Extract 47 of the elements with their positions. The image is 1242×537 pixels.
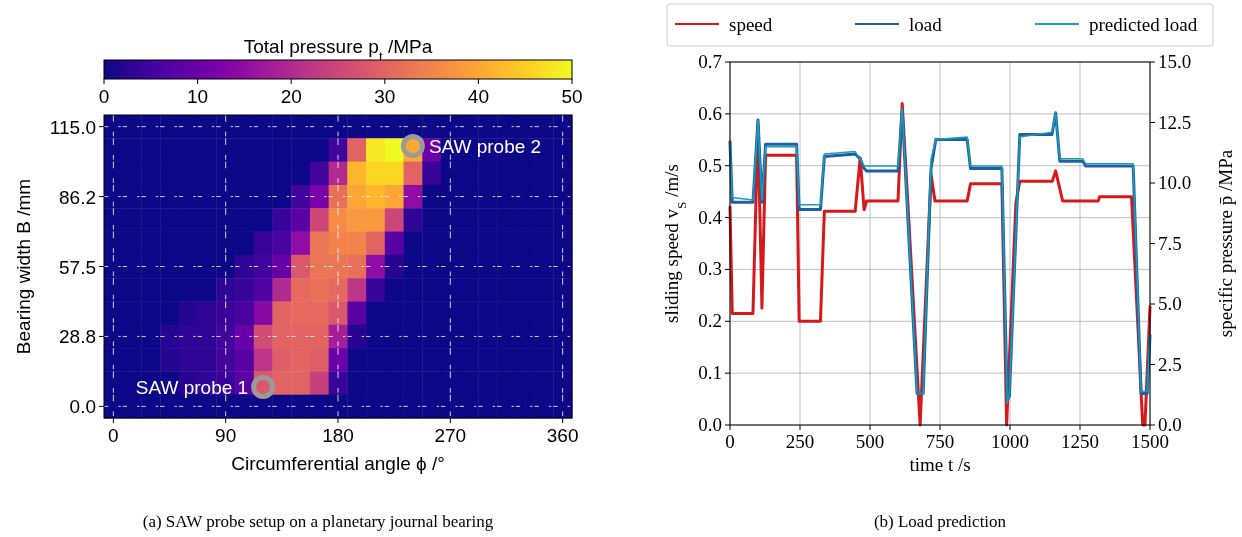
y-tick-label: 0.1 xyxy=(698,362,722,384)
color-bar-label: 40 xyxy=(467,86,489,107)
color-bar-label: 50 xyxy=(561,86,583,107)
y-tick-label: 57.5 xyxy=(59,256,96,278)
x-tick-label: 0 xyxy=(108,425,119,446)
x-tick-label: 750 xyxy=(925,431,955,452)
x-tick-label: 270 xyxy=(434,425,467,446)
color-bar-label: 30 xyxy=(374,86,396,107)
legend-label: load xyxy=(909,14,943,35)
y-tick-label: 0.7 xyxy=(698,51,722,72)
y2-tick-label: 15.0 xyxy=(1158,51,1192,72)
x-axis-title: time t /s xyxy=(909,454,971,475)
color-bar-label: 10 xyxy=(187,86,209,107)
y-tick-label: 0.0 xyxy=(698,414,722,435)
y2-tick-label: 10.0 xyxy=(1158,172,1192,193)
y-tick-label: 0.0 xyxy=(69,396,96,418)
x-tick-label: 0 xyxy=(725,431,735,452)
x-tick-label: 250 xyxy=(785,431,815,452)
color-bar-label: 0 xyxy=(98,86,110,107)
y2-tick-label: 7.5 xyxy=(1158,232,1182,254)
x-tick-label: 180 xyxy=(322,425,354,446)
annotation: SAW probe 2 xyxy=(428,136,542,157)
x-tick-label: 1250 xyxy=(1061,431,1099,452)
x-tick-label: 1000 xyxy=(991,431,1029,452)
x-tick-label: 360 xyxy=(546,425,579,446)
x-tick-label: 90 xyxy=(215,425,237,446)
y-tick-label: 115.0 xyxy=(49,116,96,138)
x-axis-title: Circumferential angle ϕ /° xyxy=(231,453,445,474)
x-tick-label: 500 xyxy=(855,431,885,452)
annotation: SAW probe 1 xyxy=(135,377,249,398)
y-tick-label: 0.2 xyxy=(698,310,722,332)
y2-axis-title: specific pressure p̄ /MPa xyxy=(1215,149,1236,338)
y2-tick-label: 5.0 xyxy=(1158,293,1182,314)
y-axis-title: Bearing width B /mm xyxy=(13,178,34,355)
text: (b) Load prediction xyxy=(873,512,1007,531)
y-tick-label: 28.8 xyxy=(59,326,96,348)
text: (a) SAW probe setup on a planetary journal bearing xyxy=(142,512,494,531)
y-tick-label: 86.2 xyxy=(59,186,96,208)
y-tick-label: 0.3 xyxy=(698,258,722,280)
legend-label: predicted load xyxy=(1089,14,1198,35)
legend-label: speed xyxy=(729,14,773,35)
y-tick-label: 0.4 xyxy=(698,206,723,228)
y2-tick-label: 12.5 xyxy=(1158,111,1192,133)
y-tick-label: 0.6 xyxy=(698,102,722,124)
y-tick-label: 0.5 xyxy=(698,154,722,176)
color-bar-label: 20 xyxy=(280,86,302,107)
y2-tick-label: 2.5 xyxy=(1158,353,1182,375)
